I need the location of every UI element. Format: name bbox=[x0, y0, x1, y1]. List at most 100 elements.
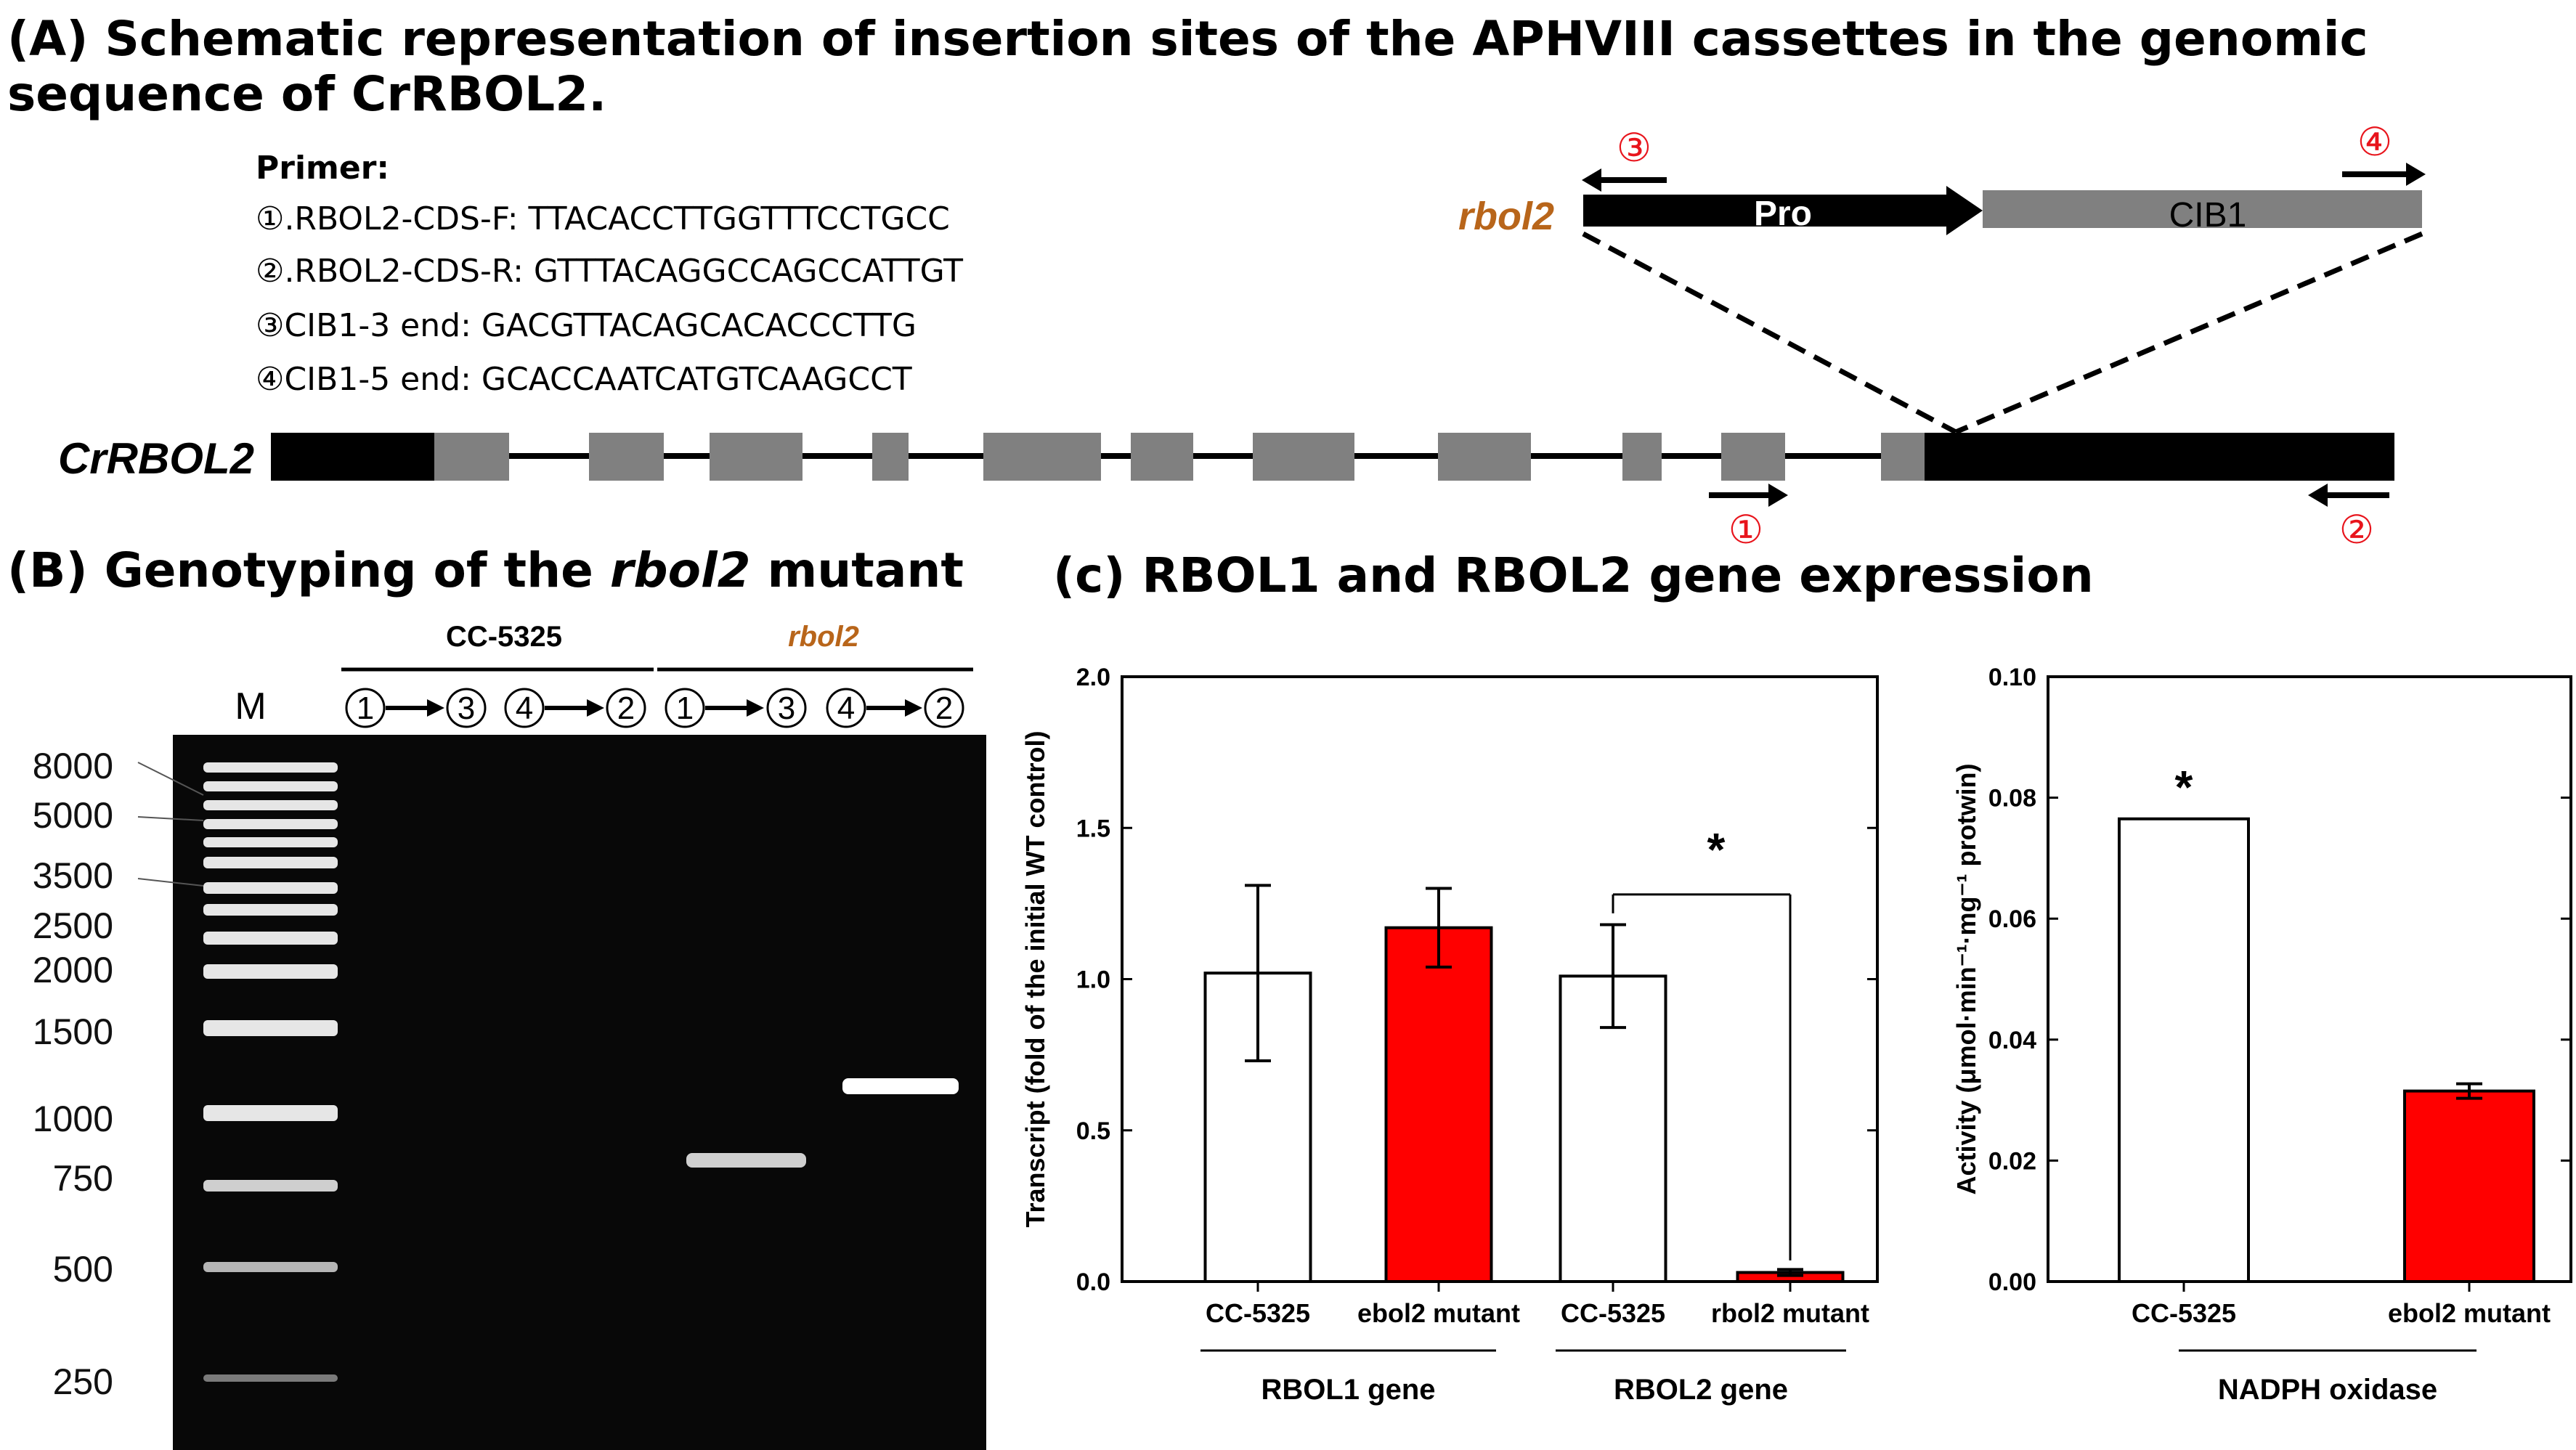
primer-2-arrowhead bbox=[2308, 484, 2328, 507]
lane-m-label: M bbox=[235, 685, 266, 728]
sample-band-1200bp bbox=[842, 1078, 959, 1094]
gel-panel: CC-5325 rbol2 M 1 3 4 2 1 3 4 2 bbox=[33, 621, 986, 1450]
bar bbox=[1384, 926, 1493, 1283]
gene-schematic: rbol2 Pro CIB1 ③ ④ CrRBOL2 ① ② bbox=[58, 121, 2426, 552]
ladder-label: 1000 bbox=[33, 1099, 113, 1139]
gene-label: CrRBOL2 bbox=[58, 434, 254, 483]
marker-4: ④ bbox=[2357, 121, 2392, 164]
panel-a-title-line2: sequence of CrRBOL2. bbox=[7, 66, 607, 122]
panel-b-title-suffix: mutant bbox=[750, 542, 964, 598]
exon bbox=[710, 433, 803, 481]
significance-star: * bbox=[1707, 823, 1726, 876]
utr-5 bbox=[271, 433, 438, 481]
mutant-label: rbol2 bbox=[1458, 195, 1554, 238]
ladder-label: 1500 bbox=[33, 1011, 113, 1052]
lane-number: 1 bbox=[676, 691, 694, 726]
lane-headers: 1 3 4 2 1 3 4 2 bbox=[345, 688, 964, 728]
insertion-line-right bbox=[1954, 231, 2423, 435]
y-tick-label: 0.08 bbox=[1988, 785, 2036, 812]
exon bbox=[872, 433, 909, 481]
y-tick-label: 1.0 bbox=[1076, 966, 1110, 994]
y-tick-label: 0.06 bbox=[1988, 905, 2036, 933]
lane-number: 2 bbox=[935, 691, 953, 726]
lane-number: 2 bbox=[617, 691, 635, 726]
exon bbox=[1622, 433, 1662, 481]
lane-number: 1 bbox=[357, 691, 374, 726]
x-tick-label: CC-5325 bbox=[1206, 1298, 1310, 1328]
ladder-bands bbox=[203, 762, 338, 1382]
exon bbox=[1438, 433, 1531, 481]
exon bbox=[1131, 433, 1193, 481]
x-tick-label: rbol2 mutant bbox=[1711, 1298, 1869, 1328]
lane-number: 4 bbox=[516, 691, 533, 726]
exon bbox=[434, 433, 509, 481]
ladder-label: 5000 bbox=[33, 795, 113, 836]
exon bbox=[589, 433, 664, 481]
y-tick-label: 2.0 bbox=[1076, 664, 1110, 691]
primer-4-arrowhead bbox=[2406, 163, 2426, 186]
pro-label: Pro bbox=[1754, 195, 1812, 233]
y-tick-label: 0.04 bbox=[1988, 1027, 2036, 1054]
ladder-label: 3500 bbox=[33, 855, 113, 896]
group-label: RBOL1 gene bbox=[1261, 1374, 1435, 1406]
y-tick-label: 0.10 bbox=[1988, 664, 2036, 691]
panel-b-title-italic: rbol2 bbox=[609, 542, 751, 598]
y-tick-label: 0.5 bbox=[1076, 1117, 1110, 1145]
plot-frame bbox=[2047, 675, 2572, 1283]
ladder-label: 8000 bbox=[33, 746, 113, 786]
x-tick-label: CC-5325 bbox=[1561, 1298, 1665, 1328]
y-tick-label: 0.0 bbox=[1076, 1268, 1110, 1296]
y-axis-label: Transcript (fold of the initial WT contr… bbox=[1020, 731, 1050, 1228]
primer-1: ①.RBOL2-CDS-F: TTACACCTTGGTTTCCTGCC bbox=[256, 200, 950, 237]
insertion-line-left bbox=[1582, 231, 1957, 435]
cib1-box bbox=[1983, 190, 2422, 228]
exon bbox=[1721, 433, 1785, 481]
promoter-arrow bbox=[1583, 186, 1983, 235]
bar bbox=[2118, 817, 2250, 1283]
marker-3: ③ bbox=[1617, 126, 1651, 170]
y-tick-label: 1.5 bbox=[1076, 815, 1110, 842]
x-tick-label: ebol2 mutant bbox=[2388, 1298, 2551, 1328]
bar bbox=[2403, 1089, 2535, 1283]
sample-band-850bp bbox=[686, 1153, 806, 1168]
primer-3-arrowhead bbox=[1582, 168, 1601, 192]
y-axis-label: Activity (μmol·min⁻¹·mg⁻¹ protwin) bbox=[1951, 764, 1981, 1195]
marker-2: ② bbox=[2339, 508, 2374, 552]
group-label: RBOL2 gene bbox=[1614, 1374, 1788, 1406]
group-rbol2: rbol2 bbox=[788, 621, 859, 653]
ladder-labels: 8000 5000 3500 2500 2000 1500 1000 750 5… bbox=[33, 746, 113, 1402]
x-tick-label: ebol2 mutant bbox=[1357, 1298, 1520, 1328]
lane-number: 3 bbox=[778, 691, 795, 726]
panel-a-title-line1: (A) Schematic representation of insertio… bbox=[7, 11, 2368, 67]
primer-4: ④CIB1-5 end: GCACCAATCATGTCAAGCCT bbox=[256, 361, 912, 398]
lane-number: 3 bbox=[458, 691, 475, 726]
exon bbox=[983, 433, 1101, 481]
ladder-label: 250 bbox=[53, 1361, 113, 1402]
marker-1: ① bbox=[1728, 508, 1763, 552]
significance-star: * bbox=[2175, 761, 2193, 813]
chart-activity: 0.00 0.02 0.04 0.06 0.08 0.10 Activity (μmol·m… bbox=[1951, 664, 2572, 1406]
utr-3 bbox=[1917, 433, 2394, 481]
cib1-label: CIB1 bbox=[2169, 196, 2247, 235]
y-tick-label: 0.00 bbox=[1988, 1268, 2036, 1296]
group-cc5325: CC-5325 bbox=[446, 621, 562, 653]
primer-1-arrowhead bbox=[1768, 484, 1788, 507]
panel-c-title: (c) RBOL1 and RBOL2 gene expression bbox=[1053, 547, 2094, 603]
panel-b-title-prefix: (B) Genotyping of the bbox=[7, 542, 610, 598]
exon bbox=[1253, 433, 1354, 481]
chart-transcript: 0.0 0.5 1.0 1.5 2.0 Transcript (fold of the i… bbox=[1020, 664, 1879, 1406]
primer-heading: Primer: bbox=[256, 150, 390, 187]
ladder-label: 2500 bbox=[33, 905, 113, 946]
ladder-pointers bbox=[137, 762, 204, 887]
panel-b-title: (B) Genotyping of the rbol2 mutant bbox=[7, 543, 964, 598]
ladder-label: 500 bbox=[53, 1249, 113, 1290]
chart2-plot: 0.00 0.02 0.04 0.06 0.08 0.10 Activity (μmol·m… bbox=[1951, 664, 2572, 1406]
chart1-plot: 0.0 0.5 1.0 1.5 2.0 Transcript (fold of the i… bbox=[1020, 664, 1879, 1406]
ladder-label: 2000 bbox=[33, 950, 113, 990]
group-label: NADPH oxidase bbox=[2218, 1374, 2437, 1406]
primer-3: ③CIB1-3 end: GACGTTACAGCACACCCTTG bbox=[256, 307, 917, 344]
y-tick-label: 0.02 bbox=[1988, 1147, 2036, 1175]
exon bbox=[1881, 433, 1925, 481]
lane-number: 4 bbox=[837, 691, 855, 726]
x-tick-label: CC-5325 bbox=[2132, 1298, 2236, 1328]
